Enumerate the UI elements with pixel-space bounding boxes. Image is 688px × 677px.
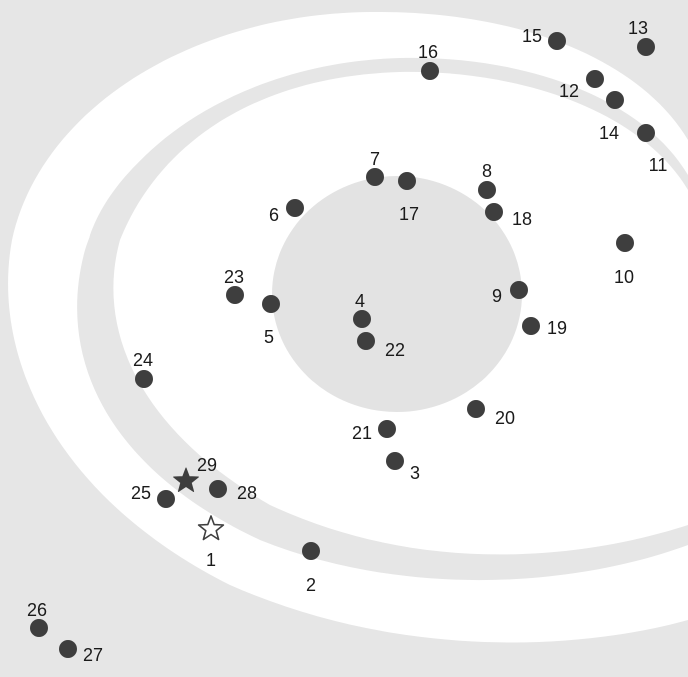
point-21: 21 (352, 420, 396, 443)
point-label: 7 (370, 149, 380, 169)
point-9: 9 (492, 281, 528, 306)
point-label: 4 (355, 291, 365, 311)
dot (637, 38, 655, 56)
point-8: 8 (478, 161, 496, 199)
point-28: 28 (209, 480, 257, 503)
point-label: 18 (512, 209, 532, 229)
point-22: 22 (357, 332, 405, 360)
dot (209, 480, 227, 498)
point-20: 20 (467, 400, 515, 428)
dot (226, 286, 244, 304)
point-6: 6 (269, 199, 304, 225)
point-label: 27 (83, 645, 103, 665)
point-label: 28 (237, 483, 257, 503)
end-star-icon (173, 467, 199, 492)
point-17: 17 (398, 172, 419, 224)
dot (485, 203, 503, 221)
dot (616, 234, 634, 252)
dot (378, 420, 396, 438)
point-label: 22 (385, 340, 405, 360)
point-1: 1 (197, 515, 225, 570)
point-label: 20 (495, 408, 515, 428)
point-25: 25 (131, 483, 175, 508)
center-blob (272, 176, 522, 412)
point-label: 1 (206, 550, 216, 570)
dot (522, 317, 540, 335)
point-label: 9 (492, 286, 502, 306)
point-label: 16 (418, 42, 438, 62)
dot (510, 281, 528, 299)
point-label: 29 (197, 455, 217, 475)
point-5: 5 (262, 295, 280, 347)
dot (421, 62, 439, 80)
point-29: 29 (173, 455, 217, 492)
point-label: 19 (547, 318, 567, 338)
point-19: 19 (522, 317, 567, 338)
dot (286, 199, 304, 217)
dot (135, 370, 153, 388)
dot (30, 619, 48, 637)
point-14: 14 (599, 91, 624, 143)
point-27: 27 (59, 640, 103, 665)
dot (586, 70, 604, 88)
point-23: 23 (224, 267, 244, 304)
point-label: 21 (352, 423, 372, 443)
point-label: 10 (614, 267, 634, 287)
point-label: 14 (599, 123, 619, 143)
point-13: 13 (628, 18, 655, 56)
dot (467, 400, 485, 418)
dot (302, 542, 320, 560)
start-star-icon (197, 515, 225, 541)
dot (478, 181, 496, 199)
point-label: 17 (399, 204, 419, 224)
point-label: 26 (27, 600, 47, 620)
dot (59, 640, 77, 658)
point-26: 26 (27, 600, 48, 637)
point-18: 18 (485, 203, 532, 229)
point-15: 15 (522, 26, 566, 50)
dot (366, 168, 384, 186)
dot (606, 91, 624, 109)
dot (262, 295, 280, 313)
dot (398, 172, 416, 190)
point-label: 2 (306, 575, 316, 595)
point-7: 7 (366, 149, 384, 186)
point-label: 23 (224, 267, 244, 287)
point-label: 24 (133, 350, 153, 370)
point-12: 12 (559, 70, 604, 101)
point-3: 3 (386, 452, 420, 483)
point-label: 6 (269, 205, 279, 225)
point-label: 25 (131, 483, 151, 503)
point-24: 24 (133, 350, 153, 388)
point-label: 11 (649, 155, 668, 175)
dot (548, 32, 566, 50)
point-label: 5 (264, 327, 274, 347)
point-10: 10 (614, 234, 634, 287)
point-2: 2 (302, 542, 320, 595)
point-label: 3 (410, 463, 420, 483)
dot (386, 452, 404, 470)
point-label: 13 (628, 18, 648, 38)
point-label: 15 (522, 26, 542, 46)
dot (637, 124, 655, 142)
point-11: 11 (637, 124, 667, 175)
point-label: 8 (482, 161, 492, 181)
dot (157, 490, 175, 508)
dot (353, 310, 371, 328)
point-label: 12 (559, 81, 579, 101)
point-4: 4 (353, 291, 371, 328)
point-16: 16 (418, 42, 439, 80)
dot (357, 332, 375, 350)
